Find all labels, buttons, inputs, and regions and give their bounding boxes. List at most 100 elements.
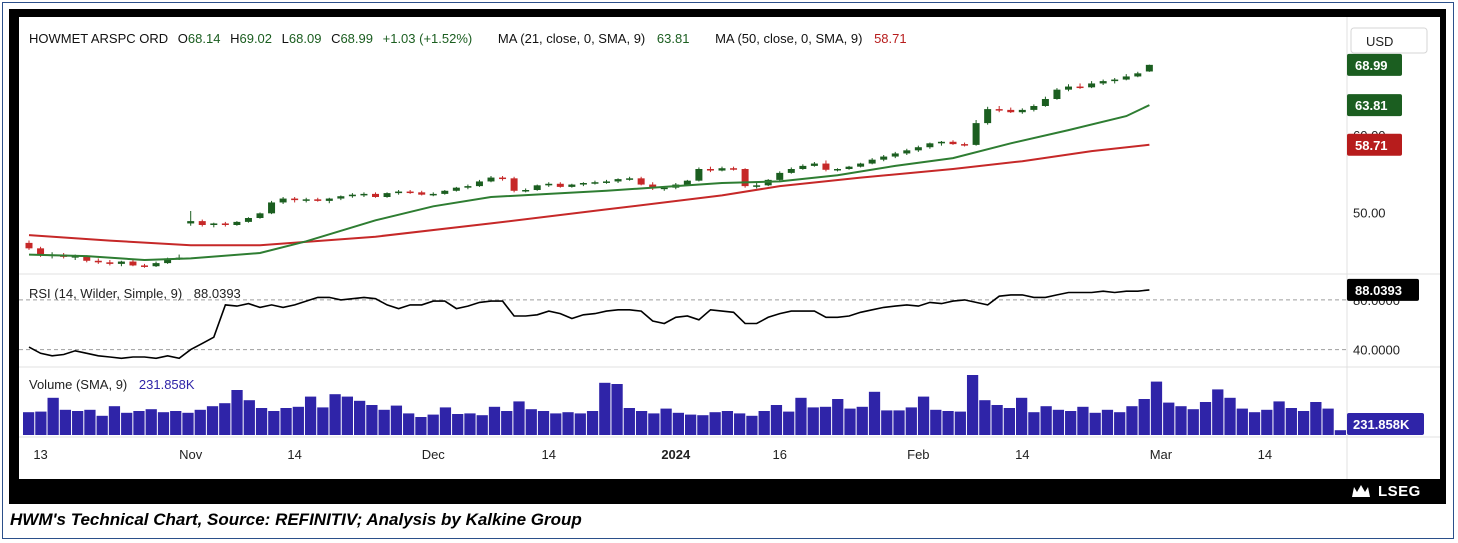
- ma21-label: MA (21, close, 0, SMA, 9): [498, 31, 645, 46]
- candle-body: [233, 221, 241, 225]
- volume-bar: [84, 409, 96, 435]
- candle-body: [244, 218, 252, 222]
- volume-bar: [1065, 411, 1077, 435]
- candle-body: [25, 242, 33, 249]
- candle-body: [187, 221, 195, 224]
- candle-body: [279, 198, 287, 203]
- high-value: 69.02: [239, 31, 272, 46]
- time-tick-label: Feb: [907, 447, 929, 462]
- price-badge: [1347, 133, 1402, 156]
- candle-body: [406, 191, 414, 194]
- candle-body: [984, 109, 992, 124]
- candle-body: [695, 169, 703, 181]
- time-tick-label: 14: [287, 447, 301, 462]
- candle-body: [106, 262, 114, 264]
- chart-legend: HOWMET ARSPC ORD O68.14 H69.02 L68.09 C6…: [29, 31, 907, 46]
- volume-bar: [905, 407, 917, 435]
- candle-body: [325, 198, 333, 201]
- volume-bar: [464, 413, 476, 435]
- volume-bar: [1077, 406, 1089, 435]
- volume-bar: [562, 412, 574, 435]
- time-tick-label: 13: [33, 447, 47, 462]
- volume-bar: [709, 412, 721, 435]
- candle-body: [649, 184, 657, 189]
- candle-body: [591, 182, 599, 184]
- candle-body: [637, 178, 645, 185]
- volume-bar: [917, 396, 930, 435]
- volume-bar: [1101, 409, 1114, 435]
- candle-body: [1018, 109, 1026, 113]
- ma21-value: 63.81: [657, 31, 690, 46]
- candle-body: [522, 190, 530, 192]
- volume-bar: [648, 413, 660, 435]
- currency-button[interactable]: USD: [1350, 27, 1428, 54]
- volume-bar: [219, 403, 231, 435]
- price-badge: [1347, 94, 1402, 117]
- volume-bar: [1334, 430, 1346, 435]
- volume-bar: [488, 406, 501, 435]
- change-value: +1.03 (+1.52%): [383, 31, 473, 46]
- candle-body: [937, 141, 945, 144]
- candle-body: [903, 150, 911, 154]
- candle-body: [845, 166, 853, 169]
- symbol-name: HOWMET ARSPC ORD: [29, 31, 168, 46]
- volume-bar: [966, 375, 979, 435]
- volume-legend: Volume (SMA, 9) 231.858K: [29, 377, 195, 392]
- volume-bar: [623, 408, 635, 435]
- candle-body: [71, 256, 79, 258]
- time-tick-label: Mar: [1150, 447, 1173, 462]
- ma50-line: [28, 143, 1150, 247]
- volume-bar: [72, 411, 84, 435]
- volume-badge-label: 231.858K: [1353, 417, 1410, 432]
- volume-bar: [476, 415, 488, 435]
- volume-bar: [206, 406, 219, 435]
- volume-label: Volume (SMA, 9): [29, 377, 127, 392]
- volume-bar: [979, 400, 991, 435]
- candle-body: [383, 193, 391, 197]
- candle-body: [129, 261, 137, 266]
- volume-bar: [255, 408, 268, 435]
- candle-body: [499, 177, 507, 180]
- volume-bar: [133, 411, 145, 435]
- volume-bar: [452, 414, 464, 435]
- candle-body: [1041, 99, 1049, 106]
- time-tick-label: 14: [1258, 447, 1272, 462]
- volume-badge: [1347, 413, 1424, 435]
- volume-bar: [550, 413, 562, 435]
- rsi-value: 88.0393: [194, 286, 241, 301]
- volume-bar: [685, 414, 697, 435]
- volume-bar: [292, 406, 304, 435]
- volume-bar: [1040, 406, 1052, 435]
- chart-svg[interactable]: HOWMET ARSPC ORD O68.14 H69.02 L68.09 C6…: [19, 17, 1440, 479]
- candle-body: [1065, 86, 1072, 90]
- volume-bar: [170, 411, 182, 435]
- candle-body: [83, 256, 91, 261]
- candle-body: [1111, 79, 1119, 82]
- candle-body: [834, 169, 841, 171]
- rsi-series: [28, 289, 1150, 360]
- candlesticks: [25, 64, 1153, 268]
- volume-bar: [35, 411, 47, 435]
- chart-panel[interactable]: HOWMET ARSPC ORD O68.14 H69.02 L68.09 C6…: [19, 17, 1440, 479]
- volume-bar: [513, 401, 525, 435]
- volume-bar: [1187, 409, 1199, 435]
- candle-body: [891, 153, 899, 157]
- candle-body: [683, 180, 691, 185]
- volume-bar: [525, 409, 537, 435]
- price-badge-label: 68.99: [1355, 58, 1388, 73]
- volume-bar: [991, 405, 1003, 435]
- volume-value: 231.858K: [139, 377, 195, 392]
- volume-bars: [23, 375, 1346, 435]
- volume-bar: [1261, 409, 1273, 435]
- volume-bar: [881, 410, 893, 435]
- volume-bar: [1089, 412, 1101, 435]
- candle-body: [314, 199, 322, 201]
- rsi-tick-label: 40.0000: [1353, 343, 1400, 358]
- candle-body: [1088, 83, 1096, 88]
- lseg-logo: LSEG: [1350, 480, 1442, 502]
- candle-body: [579, 183, 587, 185]
- volume-bar: [734, 413, 746, 435]
- volume-bar: [96, 415, 108, 435]
- volume-bar: [1212, 389, 1224, 435]
- candle-body: [487, 177, 495, 182]
